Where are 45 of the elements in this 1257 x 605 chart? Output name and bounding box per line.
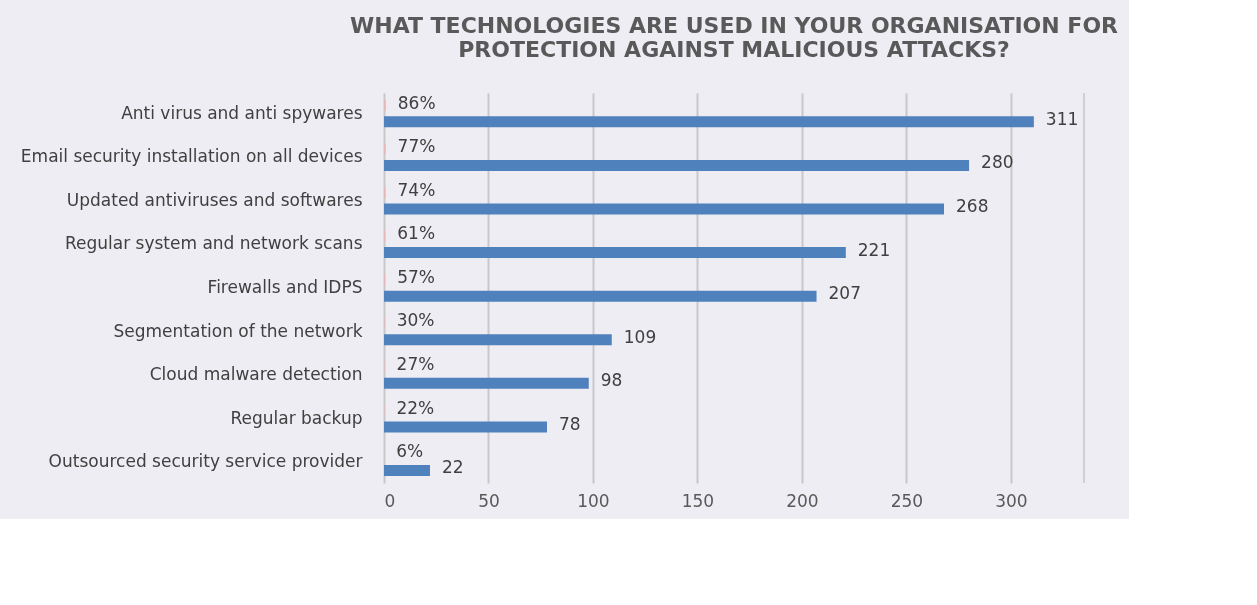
data-label: 22% xyxy=(396,397,435,418)
bar xyxy=(384,116,1034,128)
x-tick-label: 100 xyxy=(577,490,610,511)
data-label: 22 xyxy=(441,457,464,478)
text: WHAT TECHNOLOGIES ARE USED IN YOUR ORGANISATION FOR xyxy=(349,13,1119,38)
bar xyxy=(384,421,547,433)
y-tick-label: Segmentation of the network xyxy=(113,320,363,341)
data-label: 221 xyxy=(857,239,891,260)
data-label: 57% xyxy=(397,266,435,287)
bar xyxy=(384,203,944,215)
y-tick-label: Outsourced security service provider xyxy=(48,451,363,472)
y-tick-label: Regular backup xyxy=(230,407,363,428)
bar xyxy=(384,377,589,389)
y-tick-label: Regular system and network scans xyxy=(64,233,363,254)
data-label: 207 xyxy=(828,283,861,304)
bar xyxy=(384,464,430,476)
data-label: 78 xyxy=(558,413,581,434)
data-label: 268 xyxy=(956,196,989,217)
x-tick-label: 50 xyxy=(478,490,500,511)
x-tick-label: 250 xyxy=(890,490,924,511)
data-label: 311 xyxy=(1045,108,1079,129)
data-label: 30% xyxy=(396,310,435,331)
data-label: 98 xyxy=(600,370,623,391)
bar xyxy=(384,290,817,302)
x-tick-label: 200 xyxy=(786,490,819,511)
data-label: 77% xyxy=(397,136,436,157)
data-label: 109 xyxy=(623,326,657,347)
data-label: 6% xyxy=(396,441,424,462)
bar xyxy=(384,159,970,171)
x-tick-label: 150 xyxy=(681,490,715,511)
bar xyxy=(384,334,612,346)
data-label: 74% xyxy=(397,179,436,200)
data-label: 86% xyxy=(397,92,436,113)
text: PROTECTION AGAINST MALICIOUS ATTACKS? xyxy=(458,37,1010,62)
data-label: 61% xyxy=(397,223,436,244)
x-tick-label: 0 xyxy=(384,490,396,511)
y-tick-label: Firewalls and IDPS xyxy=(207,277,363,297)
y-tick-label: Updated antiviruses and softwares xyxy=(66,189,363,210)
y-tick-label: Cloud malware detection xyxy=(149,364,363,385)
data-label: 280 xyxy=(981,152,1014,173)
y-tick-label: Email security installation on all devices xyxy=(20,146,363,167)
y-tick-label: Anti virus and anti spywares xyxy=(121,102,363,123)
x-tick-label: 300 xyxy=(995,490,1028,511)
bar xyxy=(384,247,846,259)
data-label: 27% xyxy=(396,353,435,374)
